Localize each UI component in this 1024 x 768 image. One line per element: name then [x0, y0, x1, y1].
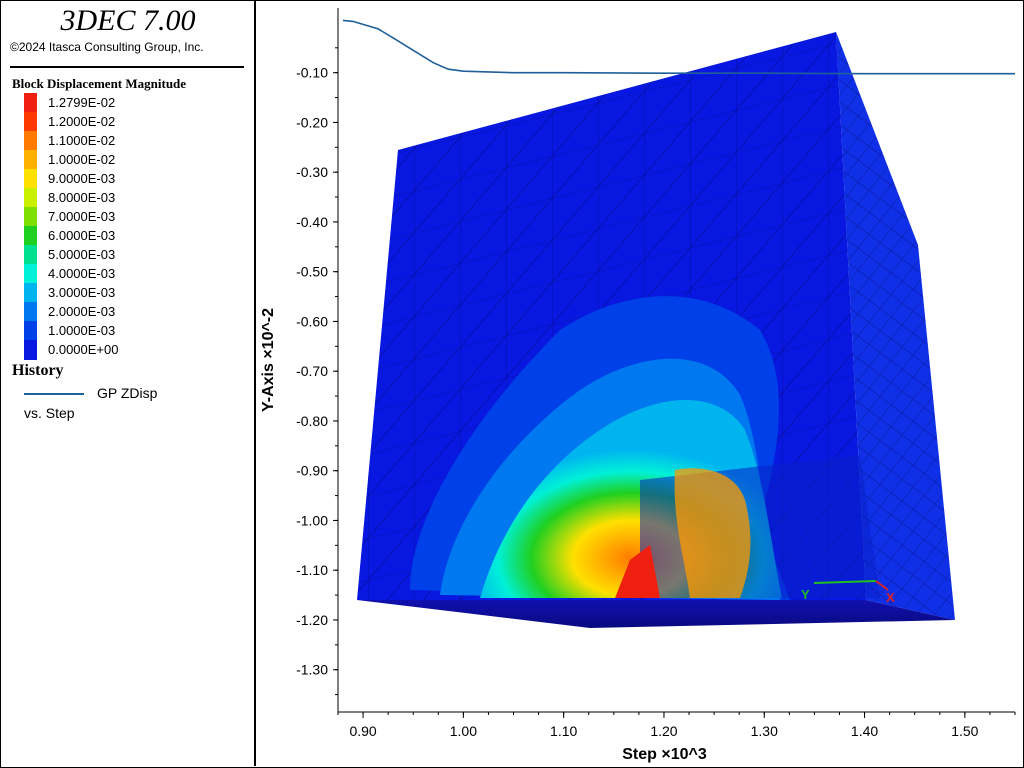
history-line-gp-zdisp — [342, 19, 1015, 75]
legend-label: 5.0000E-03 — [48, 247, 116, 262]
legend-swatch — [24, 188, 37, 208]
copyright-text: ©2024 Itasca Consulting Group, Inc. — [10, 40, 204, 54]
legend-swatch — [24, 264, 37, 284]
legend-label: 4.0000E-03 — [48, 266, 116, 281]
history-vs-label: vs. Step — [24, 405, 75, 421]
y-tick-label: -0.40 — [296, 214, 328, 230]
legend-swatch — [24, 340, 37, 360]
legend-label: 3.0000E-03 — [48, 285, 116, 300]
y-tick-label: -1.00 — [296, 512, 328, 528]
y-axis-label: Y-Axis ×10^-2 — [260, 308, 277, 412]
y-tick-label: -0.30 — [296, 164, 328, 180]
legend-swatch — [24, 207, 37, 227]
block-model — [357, 32, 955, 628]
chart-axes: -0.10 -0.20 -0.30 -0.40 -0.50 -0.60 -0.70 -0.80… — [260, 8, 1016, 763]
history-line-swatch — [24, 393, 84, 395]
axis-glyph-y-line — [813, 580, 877, 584]
axis-glyph-y-label: Y — [801, 587, 810, 602]
x-tick-label: 1.20 — [650, 723, 677, 739]
legend-divider — [10, 66, 244, 68]
legend-swatch — [24, 93, 37, 113]
legend-label: 1.0000E-03 — [48, 323, 116, 338]
legend-label: 1.1000E-02 — [48, 133, 116, 148]
legend-label: 1.0000E-02 — [48, 152, 116, 167]
legend-swatch — [24, 302, 37, 322]
x-tick-label: 1.40 — [851, 723, 878, 739]
history-title: History — [12, 362, 64, 379]
block-right-mesh — [836, 32, 955, 620]
x-tick-label: 0.90 — [349, 723, 376, 739]
legend-swatch — [24, 321, 37, 341]
y-tick-label: -0.50 — [296, 264, 328, 280]
block-bottom-face — [357, 600, 955, 628]
legend-label: 2.0000E-03 — [48, 304, 116, 319]
legend-label: 7.0000E-03 — [48, 209, 116, 224]
legend-label: 9.0000E-03 — [48, 171, 116, 186]
x-tick-label: 1.10 — [550, 723, 577, 739]
x-tick-label: 1.30 — [751, 723, 778, 739]
contour-peak — [615, 545, 660, 598]
x-tick-label: 1.00 — [450, 723, 477, 739]
y-tick-label: -0.90 — [296, 463, 328, 479]
legend-swatch — [24, 112, 37, 132]
y-tick-label: -0.20 — [296, 114, 328, 130]
app-title: 3DEC 7.00 — [60, 4, 196, 37]
legend-label: 1.2799E-02 — [48, 95, 116, 110]
x-tick-label: 1.50 — [951, 723, 978, 739]
y-tick-label: -0.70 — [296, 363, 328, 379]
axis-glyph: Y X — [801, 580, 895, 605]
y-tick-label: -1.30 — [296, 662, 328, 678]
legend-swatch — [24, 226, 37, 246]
y-tick-label: -0.80 — [296, 413, 328, 429]
y-tick-label: -0.10 — [296, 65, 328, 81]
legend-label: 8.0000E-03 — [48, 190, 116, 205]
axis-glyph-x-label: X — [886, 590, 895, 605]
history-series-name: GP ZDisp — [97, 385, 158, 401]
y-tick-label: -0.60 — [296, 313, 328, 329]
axis-glyph-x-line — [875, 580, 889, 591]
x-axis-label: Step ×10^3 — [622, 746, 707, 763]
y-tick-label: -1.10 — [296, 562, 328, 578]
contour-orange-core — [674, 468, 751, 598]
legend-swatch — [24, 245, 37, 265]
legend-swatch — [24, 283, 37, 303]
y-tick-label: -1.20 — [296, 612, 328, 628]
legend-swatch — [24, 150, 37, 170]
legend-label: 1.2000E-02 — [48, 114, 116, 129]
legend-title: Block Displacement Magnitude — [12, 76, 187, 91]
legend-label: 0.0000E+00 — [48, 342, 119, 357]
legend-panel: 3DEC 7.00 ©2024 Itasca Consulting Group,… — [0, 0, 256, 766]
legend-swatch — [24, 131, 37, 151]
legend-swatch — [24, 169, 37, 189]
legend-label: 6.0000E-03 — [48, 228, 116, 243]
